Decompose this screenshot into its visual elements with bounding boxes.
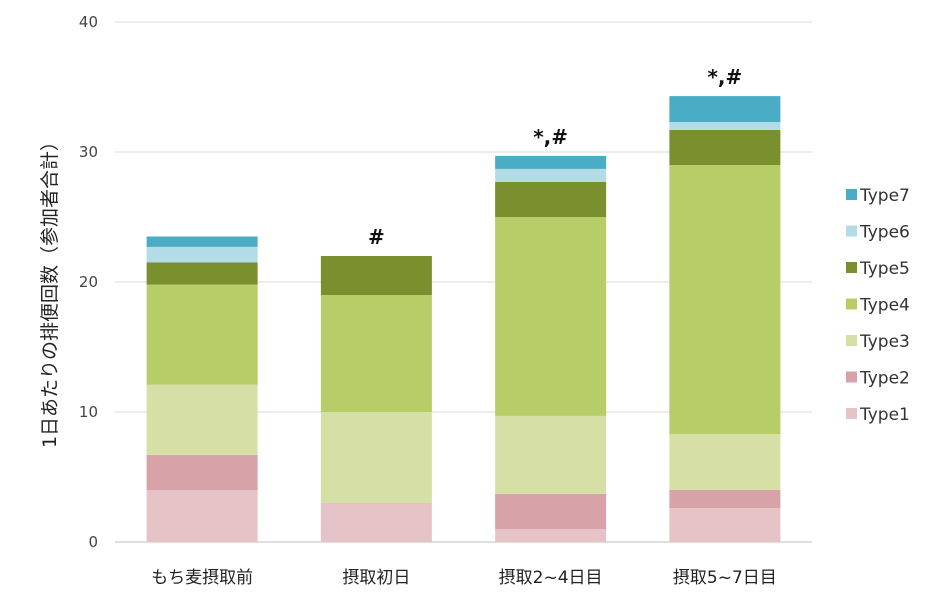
category-label: 摂取2~4日目 — [499, 568, 603, 588]
legend-label: Type2 — [859, 369, 910, 389]
legend-label: Type7 — [859, 186, 910, 206]
bar-segment-type2 — [495, 493, 607, 529]
significance-marker: # — [368, 225, 385, 249]
significance-annotations: # *,# *,# — [368, 65, 742, 249]
bar-segment-type4 — [669, 165, 781, 435]
legend-swatch-type2 — [846, 371, 857, 383]
bar-segment-type3 — [669, 434, 781, 490]
bar-segment-type3 — [320, 412, 432, 503]
y-tick-label: 20 — [79, 273, 98, 291]
bar-segment-type4 — [320, 295, 432, 412]
y-tick-label: 0 — [88, 533, 98, 551]
y-axis-ticks: 0 10 20 30 40 — [79, 13, 98, 551]
bar-segment-type7 — [146, 236, 258, 247]
category-label: もち麦摂取前 — [151, 568, 253, 588]
category-label: 摂取5~7日目 — [673, 568, 777, 588]
bars — [146, 96, 781, 542]
legend-label: Type1 — [859, 405, 910, 425]
bar-segment-type7 — [495, 155, 607, 169]
x-axis-categories: もち麦摂取前 摂取初日 摂取2~4日目 摂取5~7日目 — [151, 568, 777, 588]
significance-marker: *,# — [533, 125, 568, 149]
bar-segment-type7 — [669, 96, 781, 123]
bar-segment-type1 — [320, 503, 432, 542]
bar-segment-type6 — [146, 246, 258, 263]
bar-segment-type4 — [495, 217, 607, 416]
legend: Type7 Type6 Type5 Type4 Type3 Type2 Type1 — [846, 186, 910, 425]
bar-segment-type6 — [495, 168, 607, 182]
legend-swatch-type7 — [846, 189, 857, 200]
category-label: 摂取初日 — [342, 568, 410, 588]
bar-segment-type1 — [669, 508, 781, 542]
bar-segment-type1 — [495, 529, 607, 542]
bar-segment-type5 — [669, 129, 781, 165]
bar-segment-type4 — [146, 284, 258, 385]
y-tick-label: 40 — [79, 13, 98, 31]
bar-segment-type6 — [669, 122, 781, 130]
bar-segment-type3 — [146, 384, 258, 455]
legend-label: Type5 — [859, 259, 910, 279]
bar-segment-type1 — [146, 490, 258, 542]
legend-label: Type4 — [859, 296, 910, 316]
y-tick-label: 10 — [79, 403, 98, 421]
legend-swatch-type6 — [846, 225, 857, 237]
bar-segment-type5 — [495, 181, 607, 217]
y-axis-label: 1日あたりの排便回数（参加者合計） — [39, 132, 61, 448]
legend-swatch-type3 — [846, 335, 857, 346]
legend-swatch-type4 — [846, 298, 857, 310]
y-tick-label: 30 — [79, 143, 98, 161]
legend-swatch-type1 — [846, 408, 857, 419]
legend-label: Type6 — [859, 223, 910, 243]
bar-segment-type5 — [320, 256, 432, 295]
bar-segment-type2 — [146, 454, 258, 490]
bar-segment-type3 — [495, 415, 607, 494]
bar-segment-type5 — [146, 262, 258, 285]
bar-segment-type2 — [669, 490, 781, 509]
legend-swatch-type5 — [846, 262, 857, 273]
legend-label: Type3 — [859, 332, 910, 352]
significance-marker: *,# — [707, 65, 742, 89]
